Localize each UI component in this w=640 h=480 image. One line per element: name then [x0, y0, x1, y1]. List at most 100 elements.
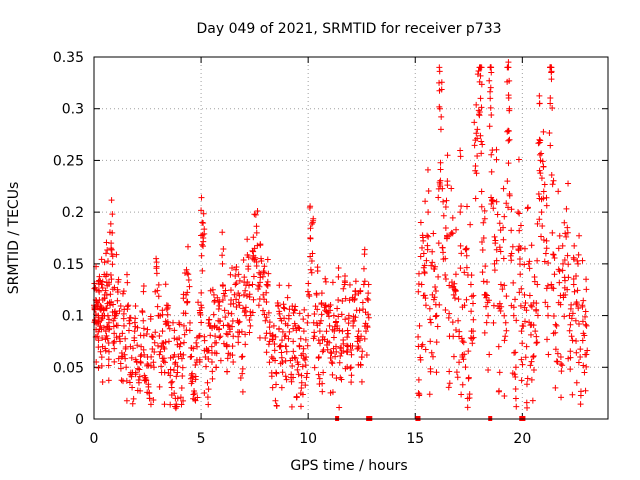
data-point: [198, 207, 205, 214]
data-point: [224, 322, 231, 329]
data-point: [563, 205, 570, 212]
data-point: [440, 212, 447, 219]
data-point: [254, 242, 261, 249]
data-point: [263, 349, 270, 356]
data-point: [429, 353, 436, 360]
data-point: [240, 291, 247, 298]
data-point: [137, 353, 144, 360]
data-point: [117, 360, 124, 367]
data-point: [573, 379, 580, 386]
data-point: [501, 282, 508, 289]
data-point: [333, 343, 340, 350]
data-point: [565, 261, 572, 268]
data-point: [546, 130, 553, 137]
data-point: [162, 339, 169, 346]
data-point: [545, 351, 552, 358]
data-point: [415, 288, 422, 295]
data-point: [348, 372, 355, 379]
data-point: [126, 314, 133, 321]
data-point: [547, 142, 554, 149]
data-point: [491, 260, 498, 267]
y-tick-label: 0.35: [53, 50, 84, 66]
data-point: [572, 317, 579, 324]
data-point: [534, 220, 541, 227]
data-point: [493, 257, 500, 264]
data-point: [205, 386, 212, 393]
data-point: [300, 316, 307, 323]
data-point: [435, 194, 442, 201]
data-point: [161, 369, 168, 376]
data-point: [296, 342, 303, 349]
data-point: [297, 403, 304, 410]
data-point: [304, 319, 311, 326]
data-point: [493, 146, 500, 153]
data-point: [113, 310, 120, 317]
data-point: [339, 328, 346, 335]
data-point: [205, 316, 212, 323]
data-point: [582, 313, 589, 320]
y-tick-label: 0.25: [53, 153, 84, 169]
data-point: [453, 369, 460, 376]
data-point: [262, 334, 269, 341]
data-point: [450, 353, 457, 360]
data-point: [128, 373, 135, 380]
data-point: [562, 230, 569, 237]
data-point: [426, 305, 433, 312]
data-point: [543, 285, 550, 292]
data-point: [455, 296, 462, 303]
data-point: [583, 351, 590, 358]
data-point: [446, 282, 453, 289]
data-point: [418, 244, 425, 251]
data-point: [250, 296, 257, 303]
data-point: [463, 296, 470, 303]
data-point: [282, 373, 289, 380]
data-point: [307, 253, 314, 260]
data-point: [417, 253, 424, 260]
data-point: [103, 332, 110, 339]
data-point: [524, 404, 531, 411]
data-point: [582, 387, 589, 394]
data-point: [577, 401, 584, 408]
data-point: [522, 354, 529, 361]
data-point: [570, 276, 577, 283]
data-point: [269, 384, 276, 391]
data-point: [95, 281, 102, 288]
data-point: [319, 348, 326, 355]
data-point: [543, 194, 550, 201]
data-point: [301, 306, 308, 313]
data-point: [296, 310, 303, 317]
data-point: [537, 137, 544, 144]
data-point: [530, 353, 537, 360]
data-point: [119, 290, 126, 297]
data-point: [230, 359, 237, 366]
data-point: [421, 270, 428, 277]
data-point: [496, 369, 503, 376]
data-point: [295, 361, 302, 368]
data-point: [442, 306, 449, 313]
data-point: [451, 295, 458, 302]
data-point: [107, 302, 114, 309]
data-point: [179, 373, 186, 380]
data-point: [318, 311, 325, 318]
data-point: [575, 359, 582, 366]
data-point: [501, 312, 508, 319]
data-point: [469, 300, 476, 307]
data-point: [174, 395, 181, 402]
data-point: [154, 303, 161, 310]
data-point: [327, 302, 334, 309]
data-point: [355, 343, 362, 350]
data-point: [300, 345, 307, 352]
data-point: [283, 348, 290, 355]
data-point: [496, 244, 503, 251]
data-point: [235, 271, 242, 278]
data-point: [543, 237, 550, 244]
data-point: [140, 317, 147, 324]
data-point: [533, 340, 540, 347]
y-tick-label: 0.1: [62, 309, 84, 325]
data-point: [432, 312, 439, 319]
data-point: [328, 359, 335, 366]
data-point: [313, 290, 320, 297]
data-point: [307, 266, 314, 273]
data-point: [290, 374, 297, 381]
data-point: [229, 343, 236, 350]
